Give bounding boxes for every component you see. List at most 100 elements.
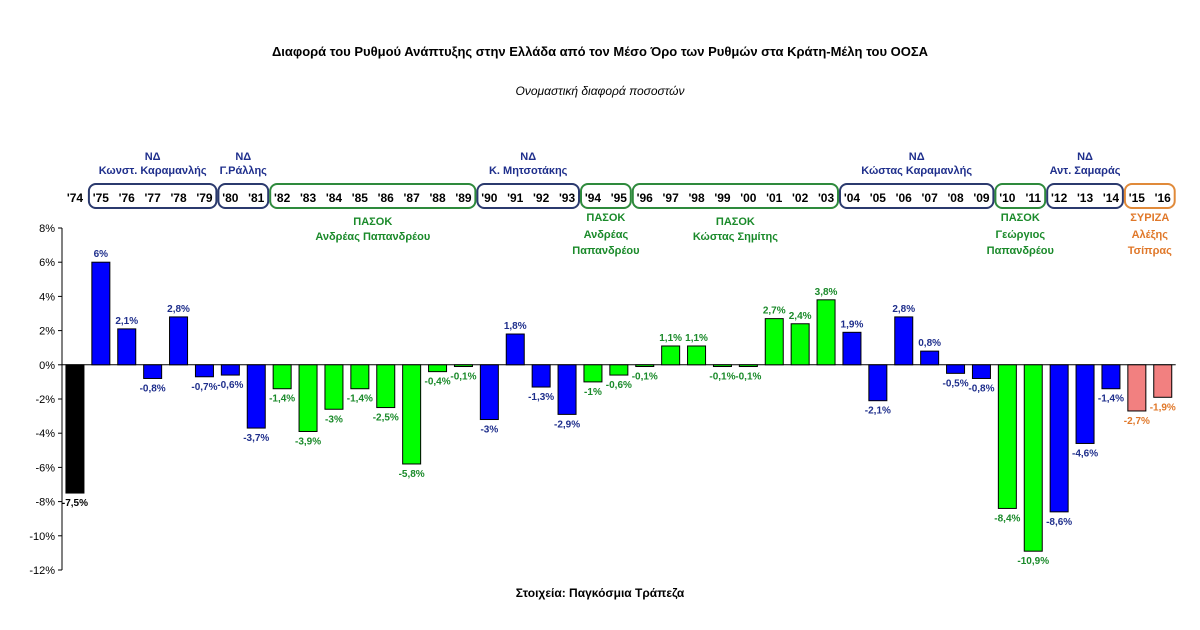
period-leader-label: Παπανδρέου [987, 245, 1054, 257]
period-party-label: ΠΑΣΟΚ [1001, 212, 1040, 224]
bar [635, 364, 655, 368]
data-label: 2,1% [115, 316, 138, 327]
x-tick-label: '02 [792, 191, 809, 205]
data-label: -0,8% [968, 383, 994, 394]
y-tick-label: -6% [35, 462, 55, 474]
period-box [217, 183, 270, 209]
period-box [87, 183, 218, 209]
period-party-label: ΠΑΣΟΚ [586, 212, 625, 224]
data-label: 1,8% [504, 321, 527, 332]
bar [920, 350, 940, 366]
x-tick-label: '80 [222, 191, 239, 205]
period-box [631, 183, 839, 209]
bar [583, 364, 603, 383]
x-tick-label: '13 [1077, 191, 1094, 205]
x-tick-label: '00 [740, 191, 757, 205]
data-label: 6% [94, 249, 109, 260]
data-label: -3% [325, 414, 343, 425]
period-leader-label: Κωνστ. Καραμανλής [99, 165, 207, 177]
x-tick-label: '11 [1025, 191, 1041, 205]
bar [272, 364, 292, 390]
bar [453, 364, 473, 368]
government-periods: ΝΔ Κωνστ. Καραμανλής ΝΔ Γ.Ράλλης ΠΑΣΟΚ Ανδρέα… [67, 151, 1176, 257]
period-box [269, 183, 477, 209]
x-tick-label: '10 [999, 191, 1016, 205]
period-leader-label: Κ. Μητσοτάκης [489, 165, 568, 177]
x-tick-label: '93 [559, 191, 576, 205]
period-leader-label: Γ.Ράλλης [220, 165, 268, 177]
data-label: -0,8% [140, 383, 166, 394]
x-tick-label: '83 [300, 191, 317, 205]
data-label: -1,3% [528, 392, 554, 403]
period-party-label: ΝΔ [235, 151, 251, 163]
bar [1153, 364, 1173, 398]
x-tick-label: '14 [1103, 191, 1120, 205]
bar [143, 364, 163, 379]
y-tick-label: -12% [29, 565, 55, 577]
data-label: -0,6% [606, 380, 632, 391]
y-tick-label: 2% [39, 326, 55, 338]
bar [376, 364, 396, 409]
bar [298, 364, 318, 432]
bar [324, 364, 344, 410]
period-box [1123, 183, 1176, 209]
bar [246, 364, 266, 429]
data-label: -0,1% [709, 372, 735, 383]
period-leader-label: Τσίπρας [1128, 245, 1172, 257]
bar [1023, 364, 1043, 552]
data-label: -1% [584, 387, 602, 398]
data-label: -0,1% [632, 372, 658, 383]
x-tick-label: '74 [67, 191, 84, 205]
data-label: -3,9% [295, 436, 321, 447]
x-tick-label: '86 [378, 191, 395, 205]
data-label: -0,5% [942, 378, 968, 389]
x-tick-label: '03 [818, 191, 835, 205]
bar [557, 364, 577, 415]
bar [65, 364, 85, 494]
bar [194, 364, 214, 378]
bar [712, 364, 732, 368]
bar [1127, 364, 1147, 412]
period-leader-label: Παπανδρέου [572, 245, 639, 257]
data-label: -1,4% [347, 394, 373, 405]
bar [971, 364, 991, 379]
bar [531, 364, 551, 388]
period-leader-label: Κώστας Σημίτης [693, 231, 778, 243]
data-label: -7,5% [62, 498, 88, 509]
data-label: -1,4% [1098, 394, 1124, 405]
bar [1049, 364, 1069, 513]
x-tick-label: '98 [688, 191, 705, 205]
x-tick-label: '95 [611, 191, 628, 205]
y-tick-label: 6% [39, 257, 55, 269]
bar [479, 364, 499, 421]
x-tick-label: '84 [326, 191, 343, 205]
data-label: -0,4% [424, 377, 450, 388]
data-label: 1,9% [841, 319, 864, 330]
x-tick-label: '97 [663, 191, 680, 205]
x-tick-label: '91 [507, 191, 524, 205]
data-label: -10,9% [1017, 556, 1049, 567]
data-label: -2,9% [554, 419, 580, 430]
data-label: -8,6% [1046, 517, 1072, 528]
period-box [580, 183, 632, 209]
x-tick-label: '16 [1155, 191, 1172, 205]
x-tick-label: '08 [947, 191, 964, 205]
data-labels: -7,5%6%2,1%-0,8%2,8%-0,7% -0,6%-3,7%-1,4%… [62, 249, 1176, 567]
period-leader-label: Κώστας Καραμανλής [861, 165, 972, 177]
x-tick-label: '92 [533, 191, 550, 205]
bar [687, 345, 707, 366]
x-tick-label: '01 [766, 191, 783, 205]
data-label: -1,4% [269, 394, 295, 405]
bar [946, 364, 966, 374]
x-tick-label: '94 [585, 191, 602, 205]
data-label: 2,7% [763, 306, 786, 317]
data-label: 2,4% [789, 311, 812, 322]
data-label: -2,7% [1124, 416, 1150, 427]
chart-source: Στοιχεία: Παγκόσμια Τράπεζα [515, 586, 685, 600]
bar [790, 323, 810, 366]
bar [1075, 364, 1095, 444]
data-label: 1,1% [685, 333, 708, 344]
bar [816, 299, 836, 366]
bar [868, 364, 888, 402]
data-label: 0,8% [918, 338, 941, 349]
